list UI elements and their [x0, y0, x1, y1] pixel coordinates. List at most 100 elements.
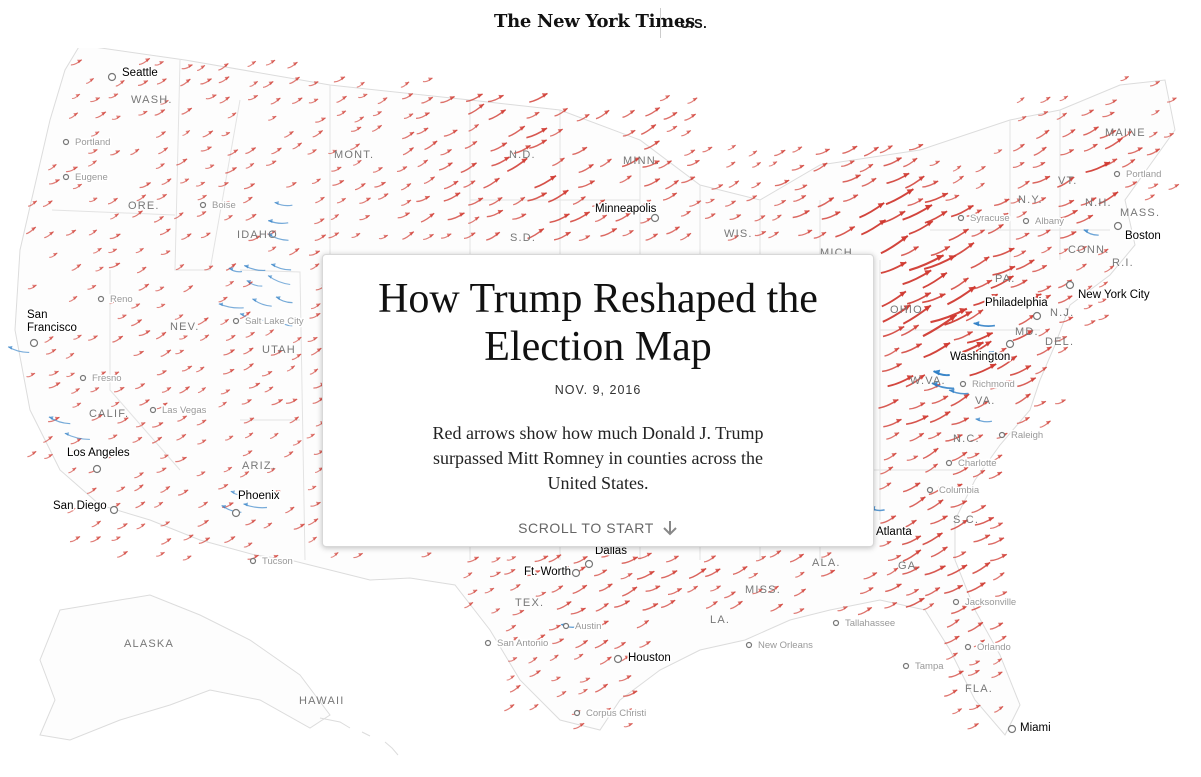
trump-gain-arrow [359, 197, 371, 204]
trump-gain-arrow [594, 639, 609, 649]
trump-gain-arrow [336, 197, 347, 204]
trump-gain-arrow [1038, 110, 1049, 116]
trump-gain-arrow [223, 349, 235, 356]
trump-gain-arrow [793, 608, 805, 614]
trump-gain-arrow [792, 209, 810, 219]
trump-gain-arrow [421, 96, 434, 104]
scroll-to-start-button[interactable]: SCROLL TO START [518, 520, 678, 536]
trump-gain-arrow [636, 570, 655, 580]
trump-gain-arrow [815, 148, 831, 155]
minor-city-label: Eugene [75, 172, 108, 183]
trump-gain-arrow [205, 94, 217, 100]
trump-gain-arrow [154, 501, 164, 508]
trump-gain-arrow [884, 347, 900, 357]
trump-gain-arrow [1055, 399, 1066, 405]
trump-gain-arrow [821, 569, 836, 577]
trump-gain-arrow [136, 266, 147, 274]
trump-gain-arrow [264, 386, 274, 393]
trump-gain-arrow [727, 144, 737, 151]
trump-gain-arrow [135, 501, 146, 509]
trump-gain-arrow [158, 147, 169, 155]
trump-gain-arrow [927, 499, 944, 511]
section-link-us[interactable]: U.S. [680, 16, 708, 31]
trump-gain-arrow [900, 519, 917, 530]
trump-gain-arrow [554, 107, 569, 117]
trump-gain-arrow [220, 318, 230, 325]
trump-gain-arrow [902, 566, 920, 575]
trump-gain-arrow [951, 341, 984, 357]
minor-city-label: Austin [575, 621, 601, 632]
trump-gain-arrow [110, 150, 121, 156]
trump-gain-arrow [44, 453, 53, 459]
trump-gain-arrow [372, 110, 382, 117]
trump-gain-arrow [160, 250, 171, 256]
minor-city-label: Syracuse [970, 213, 1010, 224]
trump-gain-arrow [218, 181, 229, 187]
major-city-label: Miami [1020, 722, 1051, 734]
trump-gain-arrow [25, 226, 37, 235]
trump-gain-arrow [421, 552, 432, 558]
state-label: GA. [898, 560, 921, 572]
city-marker [959, 380, 967, 388]
trump-gain-arrow [793, 194, 807, 202]
trump-gain-arrow [248, 382, 261, 389]
trump-gain-arrow [618, 674, 632, 682]
major-city-marker [613, 654, 623, 664]
trump-gain-arrow [971, 504, 987, 514]
trump-gain-arrow [156, 370, 167, 376]
trump-gain-arrow [623, 690, 638, 697]
trump-gain-arrow [1146, 148, 1161, 156]
trump-gain-arrow [88, 148, 98, 154]
trump-gain-arrow [966, 581, 986, 593]
trump-gain-arrow [1076, 263, 1087, 271]
trump-gain-arrow [112, 335, 124, 343]
state-label: N.D. [509, 149, 536, 161]
trump-gain-arrow [842, 145, 858, 154]
trump-gain-arrow [886, 172, 910, 185]
arrow-down-icon [662, 520, 678, 536]
trump-gain-arrow [243, 417, 255, 424]
trump-gain-arrow [909, 496, 926, 508]
trump-gain-arrow [948, 228, 970, 242]
trump-gain-arrow [995, 591, 1008, 597]
trump-gain-arrow [328, 232, 340, 239]
trump-gain-arrow [85, 77, 95, 84]
trump-gain-arrow [510, 583, 521, 591]
trump-gain-arrow [967, 621, 984, 633]
trump-gain-arrow [595, 214, 608, 223]
trump-gain-arrow [994, 705, 1004, 713]
trump-gain-arrow [108, 262, 121, 269]
minor-city-label: Columbia [939, 485, 980, 496]
trump-gain-arrow [552, 638, 565, 645]
trump-gain-arrow [132, 210, 144, 218]
trump-gain-arrow [107, 197, 119, 205]
trump-gain-arrow [703, 555, 717, 563]
trump-gain-arrow [660, 599, 676, 609]
city-marker [745, 641, 753, 649]
trump-gain-arrow [156, 78, 167, 85]
trump-gain-arrow [309, 312, 321, 319]
trump-gain-arrow [443, 180, 459, 190]
trump-gain-arrow [223, 368, 235, 375]
trump-gain-arrow [308, 518, 319, 526]
trump-gain-arrow [464, 601, 474, 609]
trump-gain-arrow [512, 609, 525, 616]
minor-city-label: Richmond [972, 379, 1015, 390]
trump-gain-arrow [952, 175, 965, 184]
nyt-logo[interactable]: The New York Times [494, 11, 695, 32]
trump-gain-arrow [402, 93, 414, 100]
trump-gain-arrow [138, 110, 148, 116]
minor-city-label: Las Vegas [162, 405, 207, 416]
trump-gain-arrow [506, 675, 515, 681]
trump-gain-arrow [883, 210, 906, 224]
trump-gain-arrow [245, 331, 255, 338]
trump-gain-arrow [1098, 191, 1119, 205]
trump-gain-arrow [1032, 196, 1047, 205]
trump-gain-arrow [645, 585, 661, 592]
trump-gain-arrow [906, 588, 920, 596]
trump-gain-arrow [576, 113, 590, 122]
trump-gain-arrow [460, 162, 478, 174]
trump-gain-arrow [950, 277, 969, 291]
trump-gain-arrow [174, 212, 184, 220]
trump-gain-arrow [973, 534, 991, 543]
